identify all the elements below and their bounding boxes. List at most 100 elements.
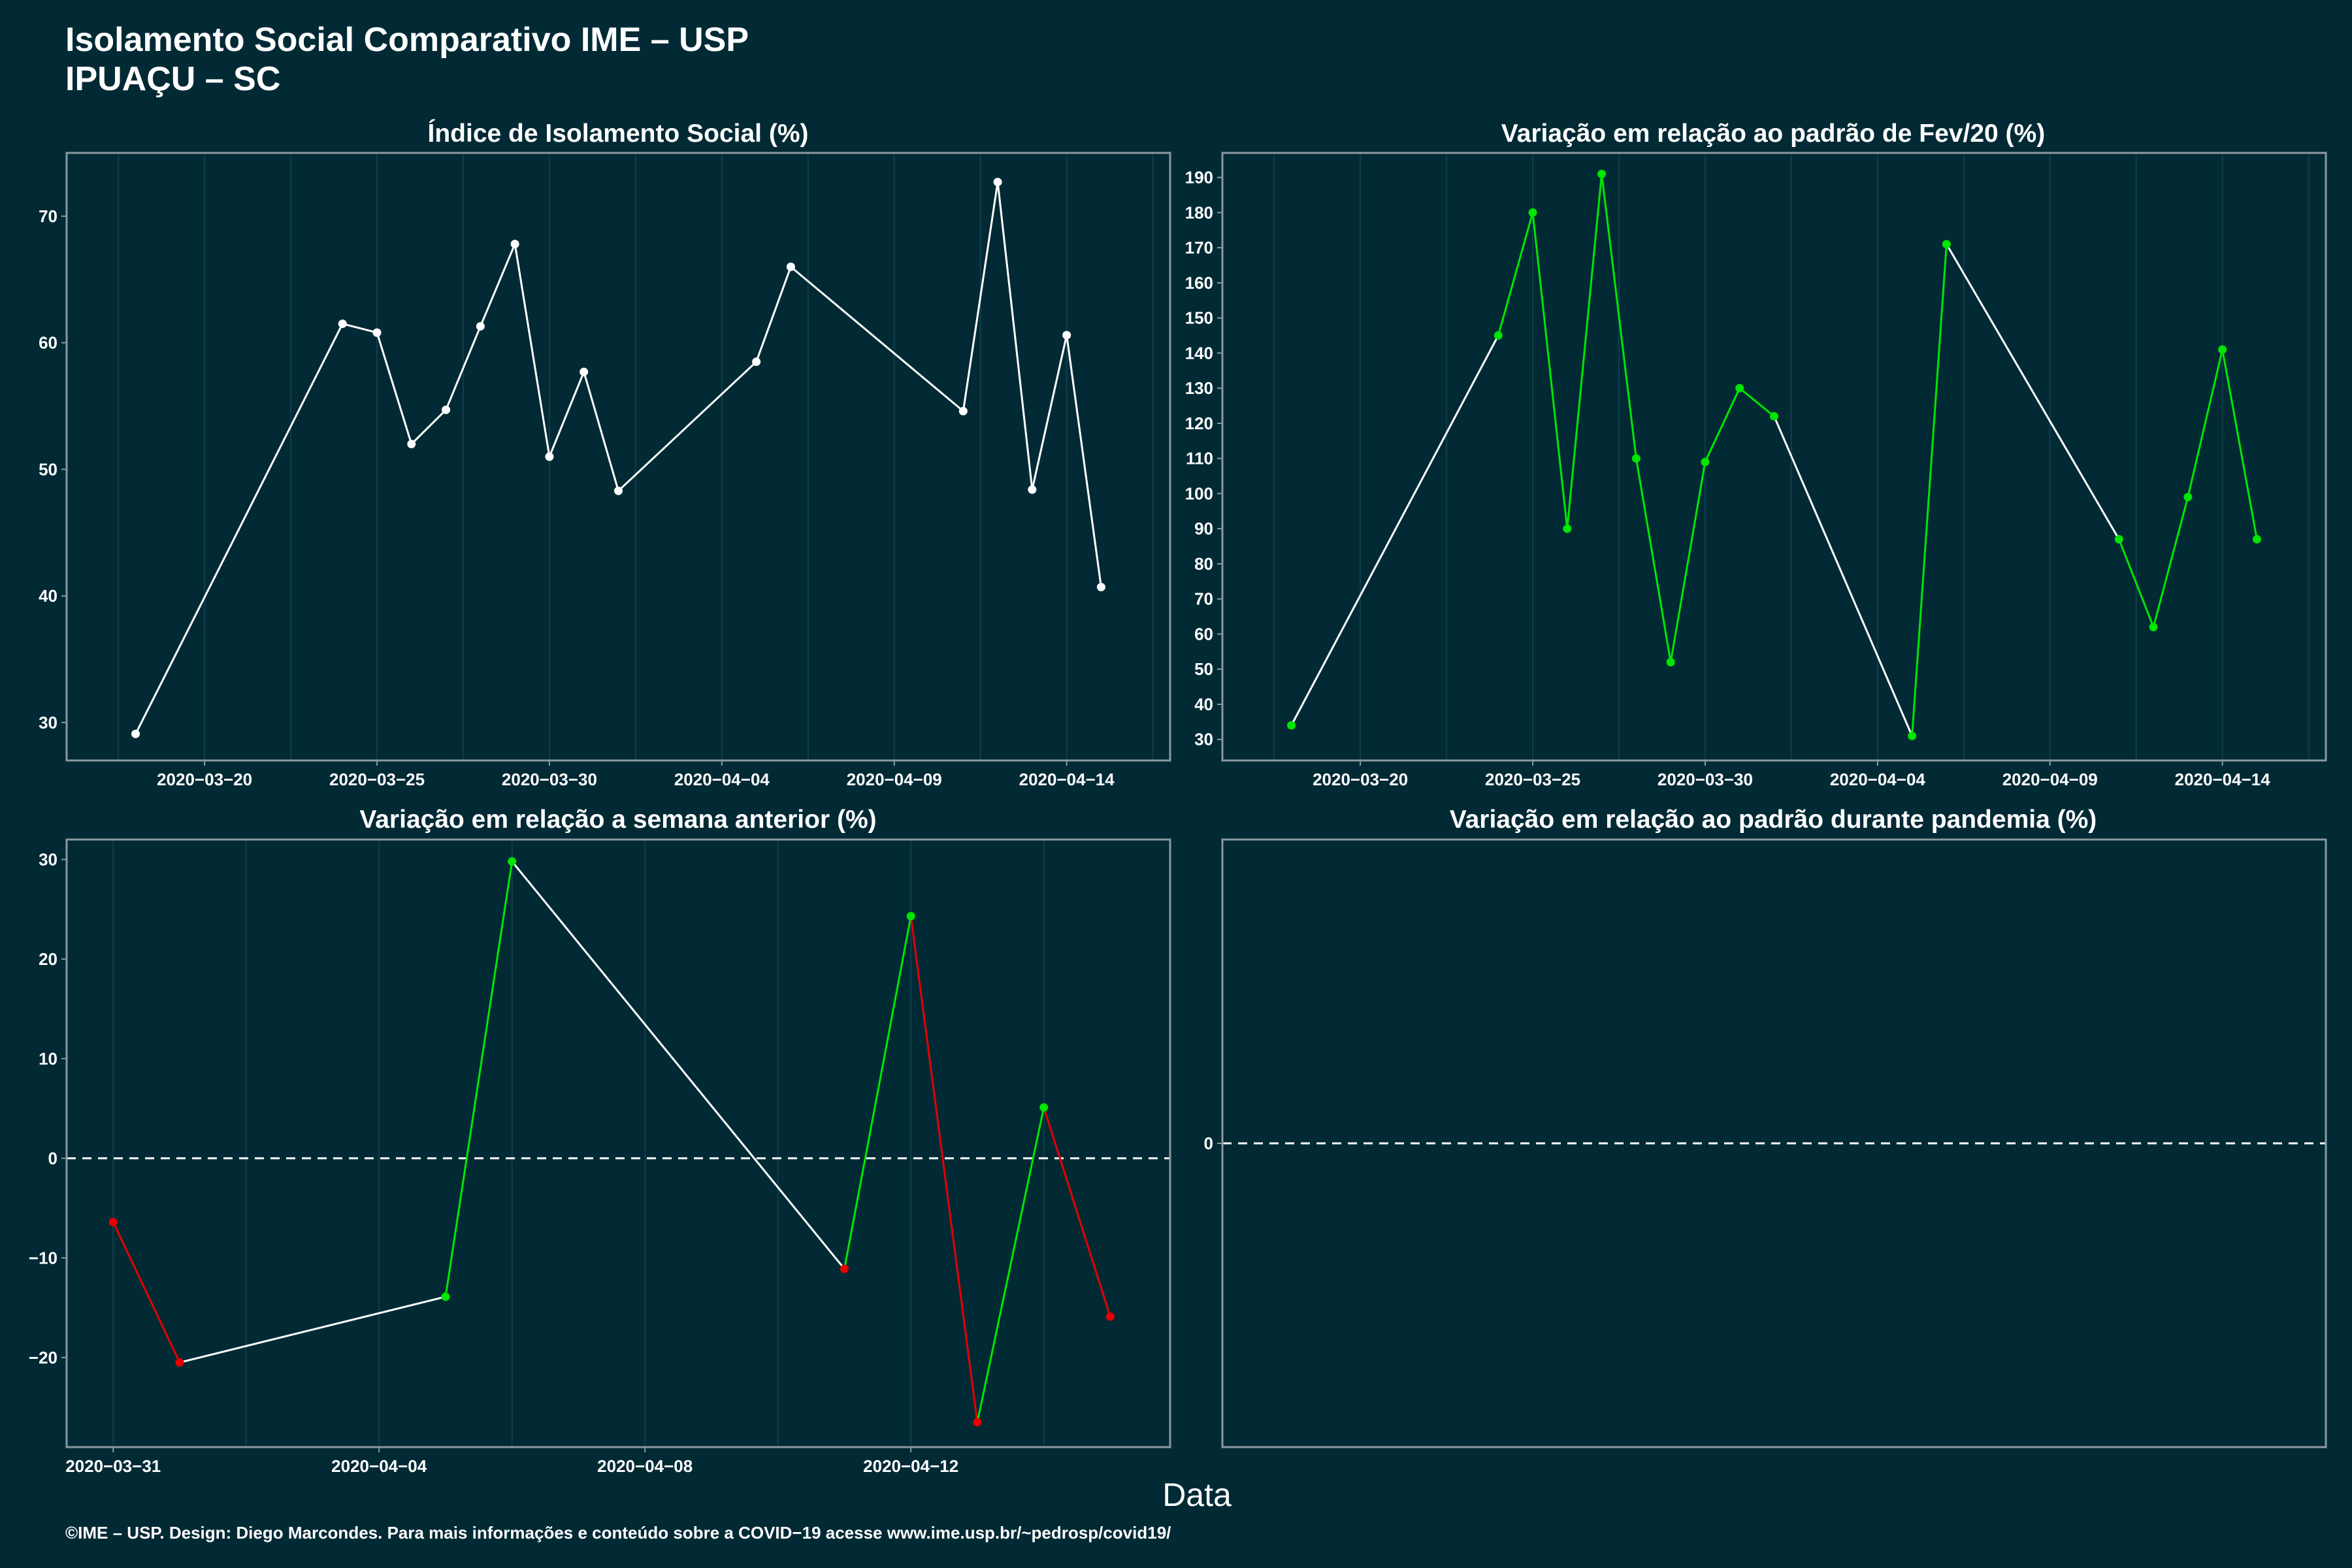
series-segment	[789, 265, 964, 412]
series-segment	[112, 1220, 181, 1364]
series-segment	[1031, 334, 1068, 491]
x-tick-label: 2020−03−20	[1313, 770, 1408, 789]
data-point	[580, 367, 589, 376]
series-segment	[976, 1106, 1045, 1424]
data-point	[786, 262, 795, 271]
series-segment	[1566, 172, 1603, 530]
y-tick-label: 60	[1194, 624, 1213, 644]
data-point	[545, 452, 554, 461]
data-point	[1701, 457, 1710, 466]
series-lines	[135, 181, 1102, 735]
series-segment	[1043, 1106, 1111, 1318]
series-segment	[1290, 335, 1499, 727]
y-tick-label: 10	[39, 1049, 57, 1068]
series-segment	[843, 915, 912, 1270]
data-point	[958, 406, 968, 416]
y-tick-label: −20	[29, 1348, 57, 1367]
figure-subtitle: IPUAÇU – SC	[65, 60, 280, 98]
panel-title: Variação em relação a semana anterior (%…	[359, 806, 876, 834]
data-point	[1528, 208, 1537, 217]
data-point	[2114, 534, 2123, 544]
y-tick-label: 100	[1185, 483, 1213, 503]
data-point	[752, 357, 761, 367]
series-segment	[479, 243, 516, 327]
series-segment	[583, 370, 619, 492]
series-segment	[1945, 243, 2120, 540]
data-point	[508, 857, 517, 866]
series-points	[108, 857, 1115, 1427]
axis-ticks: 2020−03−31 2020−04−04 2020−04−08 2020−04−12…	[29, 849, 958, 1476]
data-point	[1942, 240, 1951, 249]
y-tick-label: 90	[1194, 519, 1213, 538]
series-segment	[445, 325, 482, 411]
y-tick-label: 130	[1185, 378, 1213, 398]
series-segment	[2152, 496, 2189, 629]
series-points	[131, 178, 1105, 738]
x-tick-label: 2020−04−08	[597, 1456, 693, 1476]
y-tick-label: 30	[39, 849, 57, 869]
data-point	[1770, 412, 1778, 421]
series-segment	[1601, 172, 1637, 460]
y-tick-label: 50	[39, 459, 57, 479]
x-axis-label: Data	[1162, 1477, 1232, 1513]
data-point	[441, 1292, 450, 1301]
panel-variation-previous-week: Variação em relação a semana anterior (%…	[29, 806, 1171, 1476]
x-tick-label: 2020−04−09	[2002, 770, 2098, 789]
x-tick-label: 2020−04−12	[863, 1456, 958, 1476]
grid-layer	[1273, 153, 2310, 760]
data-point	[993, 178, 1002, 187]
x-tick-label: 2020−03−20	[157, 770, 252, 789]
y-tick-label: 40	[39, 586, 57, 606]
series-segment	[1739, 387, 1775, 417]
data-point	[131, 729, 140, 738]
panel-variation-feb: Variação em relação ao padrão de Fev/20 …	[1185, 120, 2327, 789]
series-segment	[178, 1296, 447, 1364]
y-tick-label: 60	[39, 333, 57, 353]
y-tick-label: 0	[48, 1149, 57, 1168]
data-point	[1028, 485, 1037, 494]
data-point	[1096, 583, 1105, 592]
x-tick-label: 2020−03−31	[65, 1456, 161, 1476]
series-segment	[2117, 538, 2155, 629]
series-segment	[1911, 243, 1948, 737]
panel-border	[65, 152, 1171, 762]
x-tick-label: 2020−03−25	[329, 770, 425, 789]
data-point	[1105, 1312, 1115, 1321]
y-tick-label: 40	[1194, 694, 1213, 714]
data-point	[175, 1358, 184, 1367]
panel-title: Índice de Isolamento Social (%)	[428, 119, 809, 148]
axis-ticks: 2020−03−20 2020−03−25 2020−03−30 2020−04−04…	[1185, 168, 2271, 789]
y-tick-label: 0	[1204, 1134, 1213, 1153]
data-point	[1563, 524, 1572, 533]
data-point	[1908, 731, 1917, 740]
data-point	[407, 440, 416, 449]
data-point	[1287, 721, 1296, 730]
data-point	[1039, 1103, 1049, 1112]
series-segment	[1669, 461, 1707, 663]
y-tick-label: 110	[1186, 449, 1213, 468]
data-point	[2183, 493, 2193, 502]
series-segment	[376, 331, 413, 446]
series-segment	[1635, 457, 1672, 663]
data-point	[1735, 384, 1744, 393]
data-point	[2149, 623, 2158, 632]
series-segment	[962, 181, 999, 412]
x-tick-label: 2020−04−04	[331, 1456, 427, 1476]
x-tick-label: 2020−04−04	[674, 770, 770, 789]
panel-border	[1221, 838, 2327, 1448]
y-tick-label: 180	[1185, 203, 1213, 222]
y-tick-label: 120	[1185, 414, 1213, 433]
series-segment	[548, 370, 585, 458]
x-tick-label: 2020−03−30	[502, 770, 597, 789]
series-segment	[135, 323, 344, 735]
data-point	[1666, 657, 1675, 666]
figure-title: Isolamento Social Comparativo IME – USP	[65, 21, 749, 59]
data-point	[2252, 534, 2261, 544]
y-tick-label: 50	[1194, 659, 1213, 679]
series-segment	[1773, 415, 1914, 737]
series-segment	[1704, 387, 1741, 463]
data-point	[614, 486, 623, 495]
data-point	[1631, 454, 1641, 463]
y-tick-label: 70	[39, 206, 57, 226]
